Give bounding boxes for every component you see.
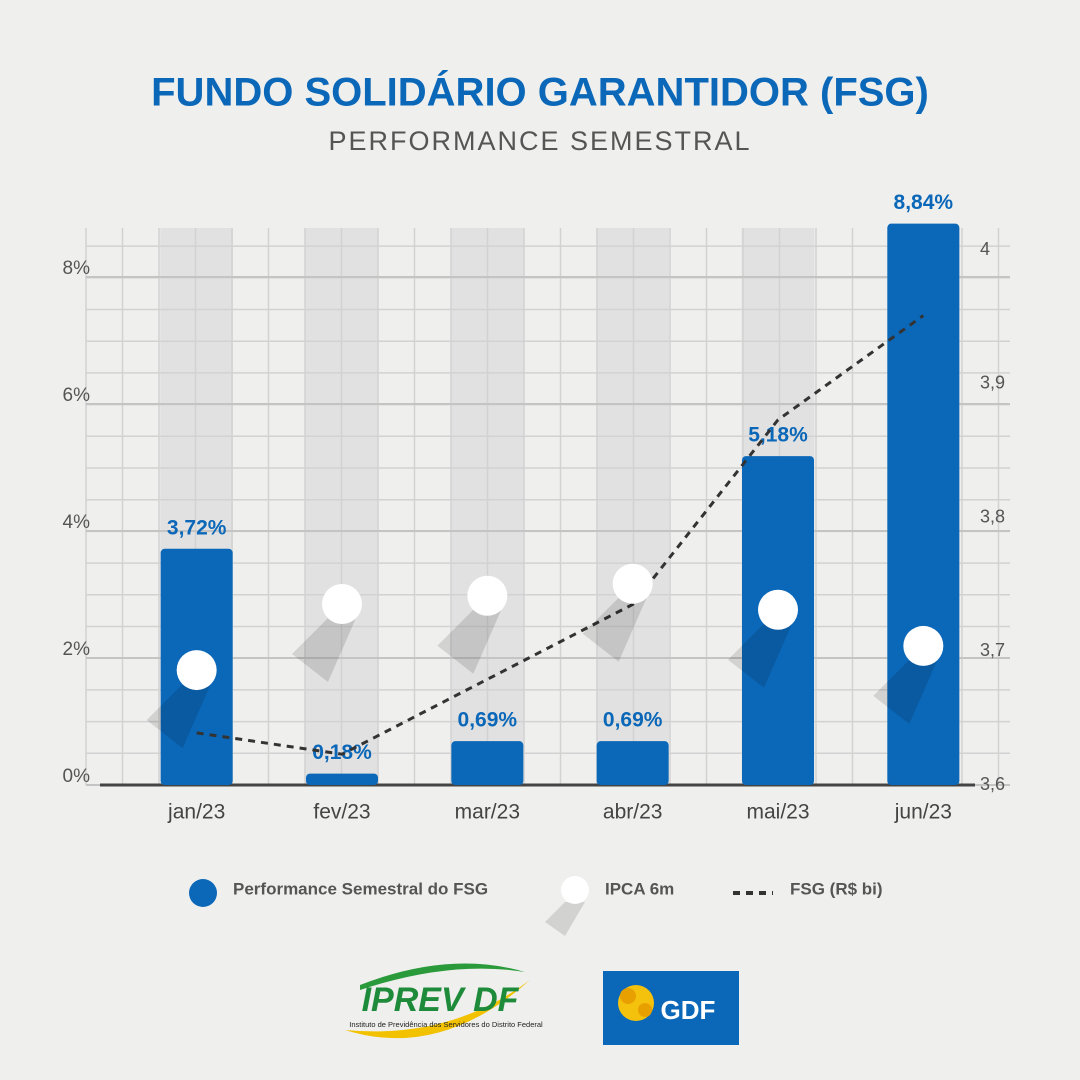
legend-label: Performance Semestral do FSG bbox=[233, 879, 488, 898]
y-tick-label: 6% bbox=[63, 385, 91, 406]
bar bbox=[451, 741, 524, 785]
y-tick-label: 2% bbox=[63, 639, 91, 660]
value-label: 5,18% bbox=[748, 424, 808, 447]
iprev-subtitle: Instituto de Previdência dos Servidores … bbox=[349, 1020, 543, 1029]
y-tick-label: 4% bbox=[63, 512, 91, 533]
dot-shadow bbox=[437, 609, 502, 674]
x-tick-label: mai/23 bbox=[746, 801, 809, 824]
column-shade bbox=[596, 228, 669, 785]
y2-tick-label: 3,7 bbox=[980, 640, 1005, 660]
bar bbox=[596, 741, 669, 785]
bar bbox=[306, 773, 378, 785]
y-tick-label: 0% bbox=[63, 766, 91, 787]
ipca-dot bbox=[758, 589, 798, 630]
dot-shadow bbox=[873, 659, 938, 724]
x-tick-label: jan/23 bbox=[167, 801, 225, 824]
legend-swatch bbox=[561, 876, 589, 904]
y2-tick-label: 4 bbox=[980, 239, 990, 259]
legend-label: IPCA 6m bbox=[605, 879, 674, 898]
iprev-name: IPREV DF bbox=[362, 981, 520, 1019]
legend-shadow bbox=[545, 902, 585, 936]
dot-shadow bbox=[728, 623, 792, 688]
y2-tick-label: 3,9 bbox=[980, 373, 1005, 393]
chart-title: FUNDO SOLIDÁRIO GARANTIDOR (FSG) bbox=[151, 70, 929, 115]
x-tick-label: mar/23 bbox=[455, 801, 520, 824]
y-tick-label: 8% bbox=[63, 258, 91, 279]
value-label: 0,69% bbox=[458, 709, 518, 732]
ipca-dot bbox=[903, 625, 944, 666]
ipca-dot bbox=[322, 584, 362, 625]
y2-tick-label: 3,6 bbox=[980, 774, 1005, 794]
dot-shadow bbox=[146, 684, 211, 749]
x-tick-label: jun/23 bbox=[894, 801, 952, 824]
x-tick-label: abr/23 bbox=[603, 801, 663, 824]
legend-swatch bbox=[189, 879, 217, 907]
gdf-name: GDF bbox=[661, 995, 716, 1025]
gdf-logo: GDF bbox=[603, 971, 739, 1045]
fsg-line bbox=[196, 314, 925, 756]
dot-shadow bbox=[292, 618, 356, 683]
ipca-dot bbox=[176, 650, 217, 691]
ipca-dot bbox=[612, 563, 653, 604]
value-label: 0,69% bbox=[603, 709, 663, 732]
legend-label: FSG (R$ bi) bbox=[790, 879, 883, 898]
y2-tick-label: 3,8 bbox=[980, 506, 1005, 526]
ipca-dot bbox=[467, 575, 508, 616]
chart-subtitle: PERFORMANCE SEMESTRAL bbox=[328, 126, 751, 156]
x-tick-label: fev/23 bbox=[313, 801, 370, 824]
iprev-logo: IPREV DF Instituto de Previdência dos Se… bbox=[345, 963, 543, 1039]
dot-shadow bbox=[582, 597, 647, 662]
value-label: 3,72% bbox=[167, 516, 227, 539]
value-label: 8,84% bbox=[894, 191, 954, 214]
